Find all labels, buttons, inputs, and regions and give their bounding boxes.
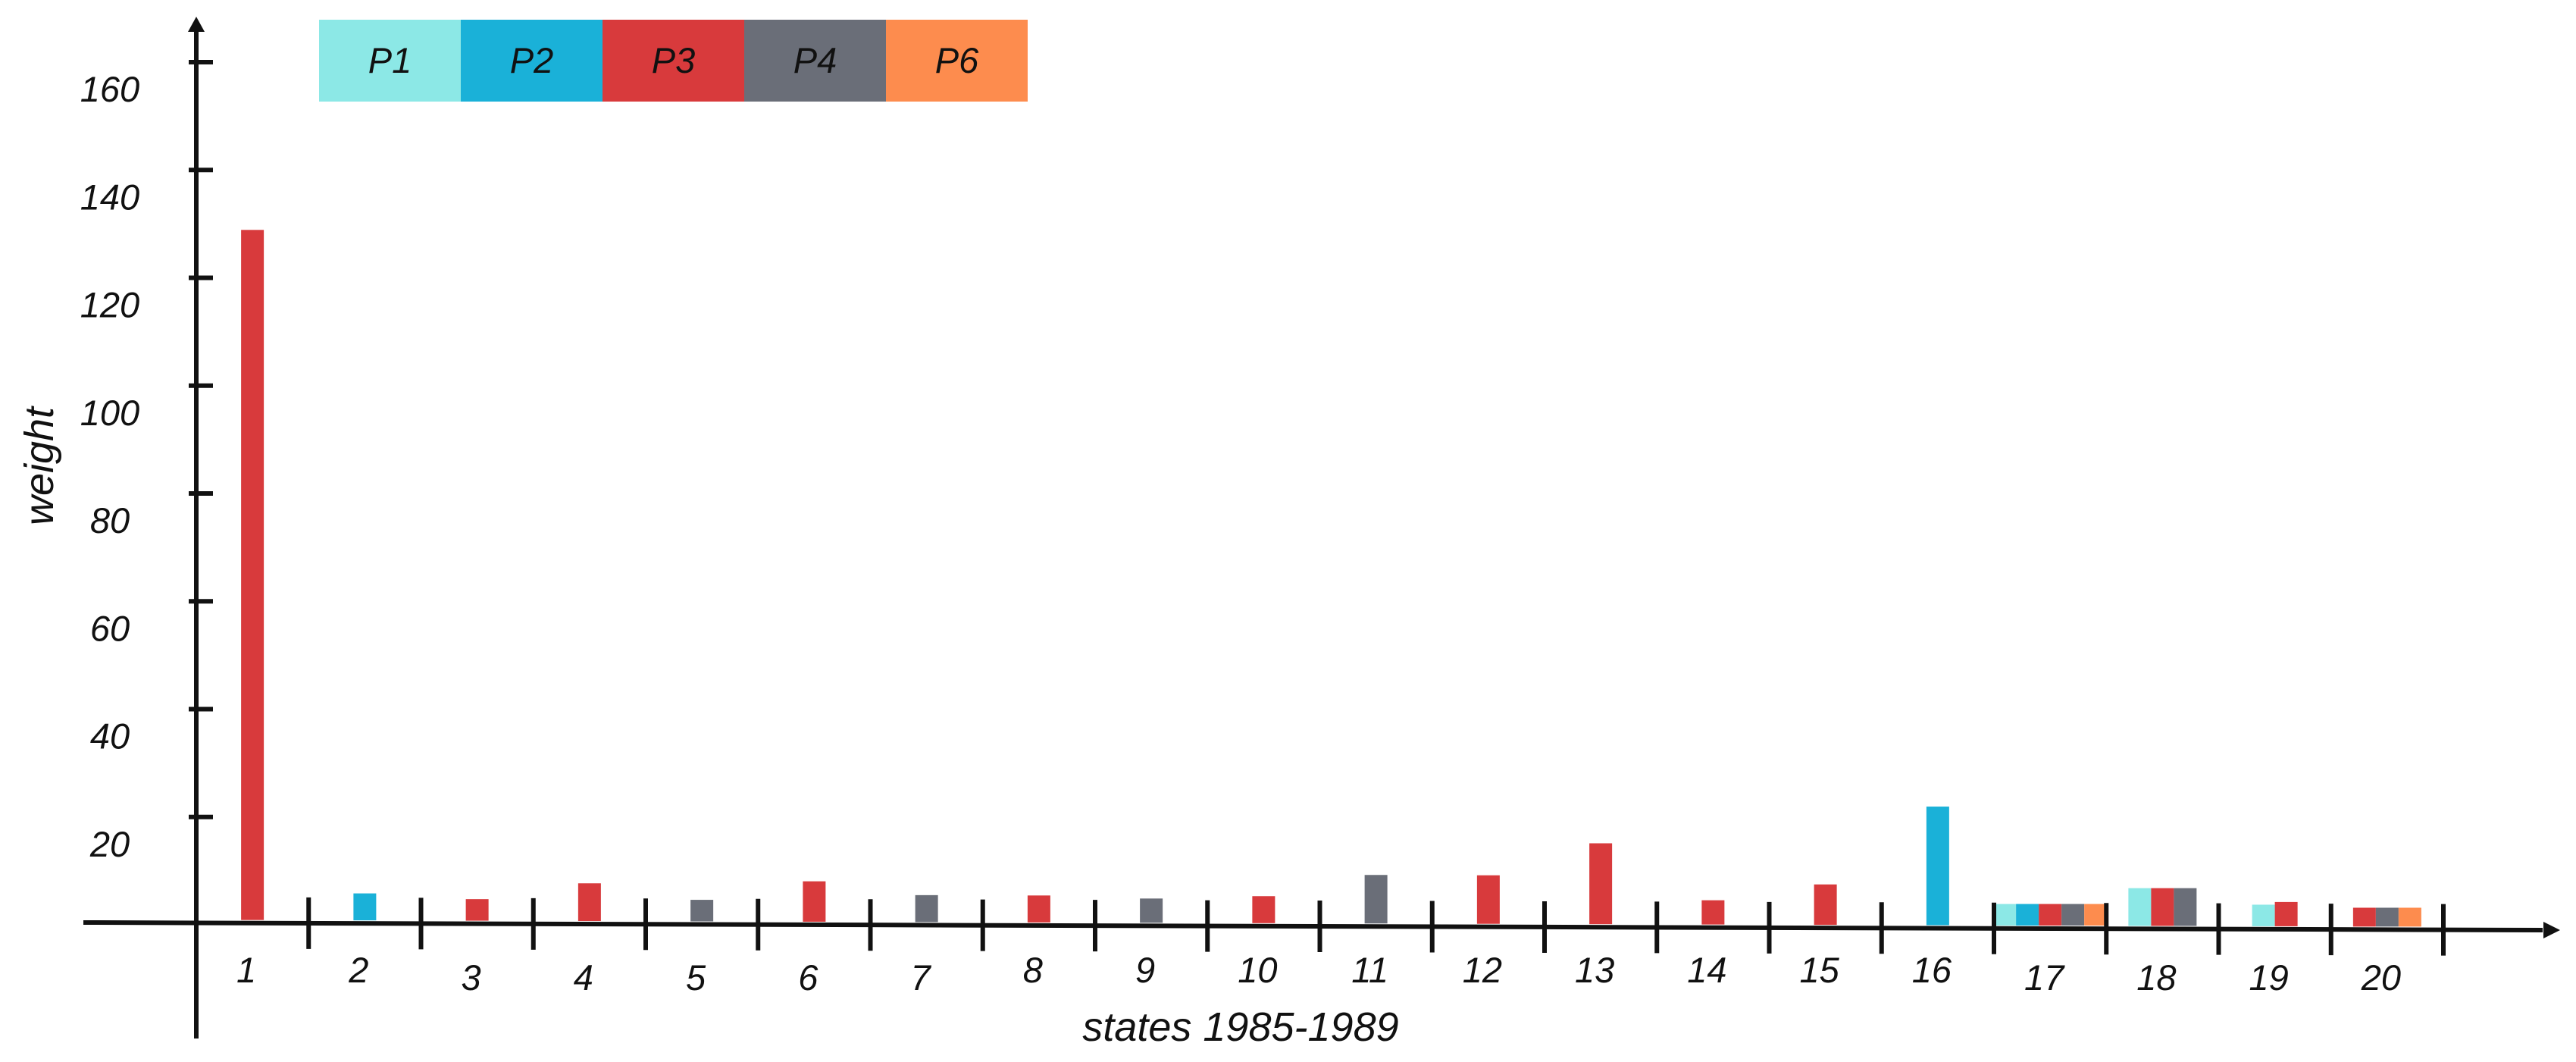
x-axis-line — [83, 920, 2543, 932]
x-ticks: 1 2 3 4 5 6 7 8 9 10 11 12 13 14 15 16 17 18 19 20 — [236, 897, 2446, 998]
x-tick-label: 19 — [2249, 957, 2288, 998]
legend-label-p4: P4 — [793, 40, 837, 80]
x-tick-label: 11 — [1351, 950, 1388, 990]
y-tick-label: 60 — [90, 608, 130, 648]
x-tick-label: 18 — [2136, 957, 2176, 998]
x-tick-label: 9 — [1135, 950, 1155, 990]
legend-label-p6: P6 — [935, 40, 979, 80]
bar-p4-state-20 — [2375, 907, 2399, 927]
legend-swatch-p3 — [603, 20, 744, 102]
x-tick-label: 15 — [1799, 950, 1839, 990]
bar-p4-state-7 — [915, 894, 938, 923]
y-ticks: 20 40 60 80 100 120 140 160 — [80, 60, 213, 864]
x-tick-label: 10 — [1238, 950, 1277, 990]
bar-p3-state-17 — [2039, 904, 2062, 926]
x-tick-label: 3 — [462, 957, 481, 998]
x-tick-label: 16 — [1912, 950, 1952, 990]
legend-swatch-p6 — [886, 20, 1028, 102]
x-tick-label: 2 — [348, 950, 368, 990]
legend-swatch-p2 — [461, 20, 603, 102]
x-tick-label: 17 — [2024, 957, 2065, 998]
bar-p3-state-12 — [1476, 875, 1500, 924]
bar-p4-state-18 — [2174, 888, 2197, 926]
bar-p3-state-20 — [2352, 907, 2376, 927]
y-tick-label: 120 — [80, 285, 139, 325]
bar-p3-state-8 — [1027, 895, 1050, 923]
legend-label-p3: P3 — [652, 40, 696, 80]
bar-p3-state-13 — [1589, 843, 1613, 925]
y-tick-label: 80 — [90, 500, 130, 540]
bar-p4-state-5 — [690, 900, 714, 922]
y-tick-label: 20 — [89, 824, 130, 864]
x-axis-arrowhead — [2543, 922, 2560, 938]
legend-swatch-p4 — [744, 20, 886, 102]
bar-p3-state-15 — [1814, 884, 1837, 926]
bar-p4-state-9 — [1140, 898, 1163, 923]
x-axis-title: states 1985-1989 — [1082, 1004, 1398, 1050]
x-tick-label: 1 — [236, 950, 256, 990]
x-tick-label: 14 — [1687, 950, 1726, 990]
legend: P1 P2 P3 P4 P6 — [319, 20, 1028, 102]
bar-p4-state-17 — [2061, 904, 2085, 926]
bar-p3-state-3 — [465, 899, 489, 921]
bar-p2-state-2 — [353, 893, 377, 921]
y-tick-label: 160 — [80, 69, 139, 109]
bar-p2-state-17 — [2016, 904, 2039, 926]
bar-p3-state-6 — [803, 881, 826, 922]
bar-p3-state-19 — [2274, 901, 2298, 926]
legend-swatch-p1 — [319, 20, 461, 102]
y-tick-label: 40 — [90, 716, 130, 757]
legend-label-p1: P1 — [368, 40, 412, 80]
x-tick-label: 13 — [1575, 950, 1614, 990]
bar-p1-state-18 — [2128, 888, 2152, 926]
bar-p6-state-20 — [2398, 907, 2421, 927]
y-axis-arrowhead — [188, 17, 205, 32]
bar-p6-state-17 — [2084, 904, 2108, 926]
x-tick-label: 20 — [2361, 957, 2401, 998]
x-tick-label: 8 — [1023, 950, 1043, 990]
bar-p3-state-4 — [577, 883, 601, 922]
bar-p1-state-17 — [1993, 904, 2017, 926]
bar-p4-state-11 — [1364, 875, 1388, 924]
legend-label-p2: P2 — [510, 40, 554, 80]
x-tick-label: 12 — [1463, 950, 1502, 990]
y-tick-label: 140 — [80, 177, 139, 217]
x-tick-label: 4 — [574, 957, 593, 998]
bar-p3-state-18 — [2151, 888, 2174, 926]
x-tick-label: 7 — [911, 957, 932, 998]
bars — [241, 230, 2421, 927]
bar-p3-state-10 — [1252, 896, 1275, 923]
bar-p1-state-19 — [2252, 904, 2275, 926]
bar-p3-state-14 — [1701, 900, 1725, 925]
y-tick-label: 100 — [80, 393, 139, 433]
bar-p3-state-1 — [241, 230, 264, 920]
axes — [83, 17, 2560, 1039]
x-tick-label: 6 — [798, 957, 818, 998]
y-axis-title: weight — [17, 406, 62, 525]
bar-p2-state-16 — [1926, 807, 1949, 926]
x-tick-label: 5 — [686, 957, 706, 998]
